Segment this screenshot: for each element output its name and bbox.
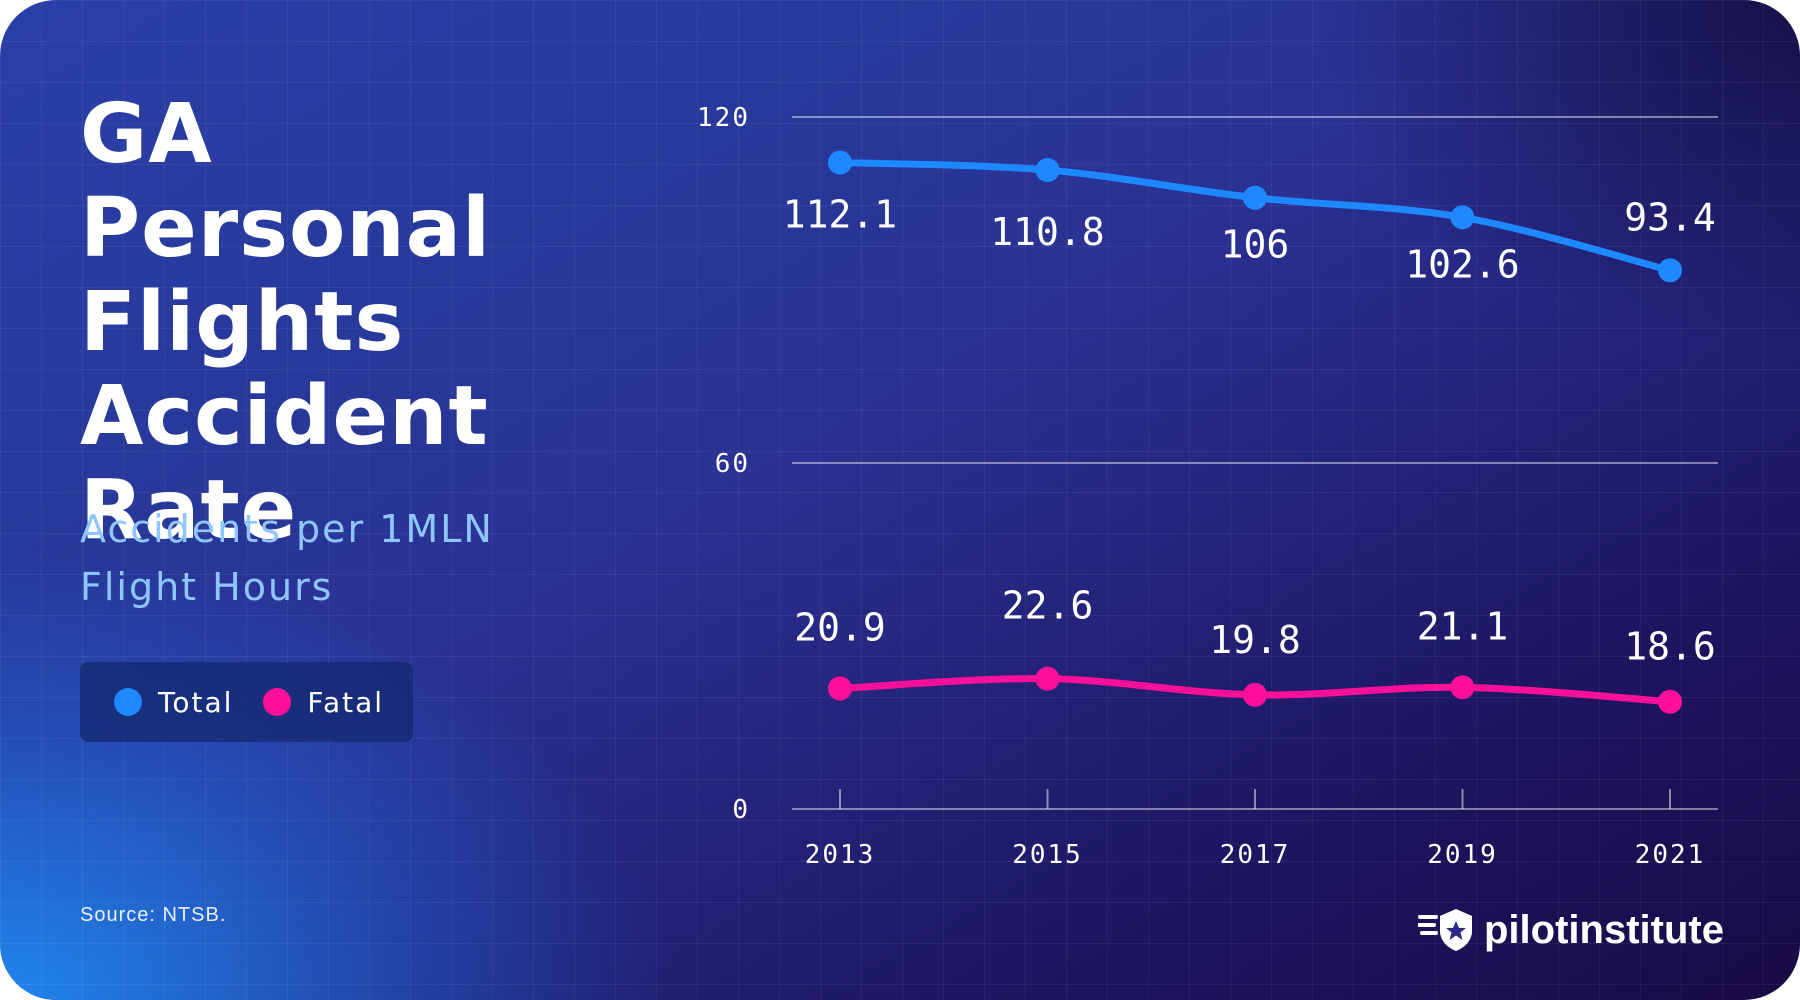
data-label-total: 106 <box>1221 223 1290 267</box>
y-tick-label: 120 <box>697 103 750 133</box>
title-line: GA Personal <box>80 87 492 276</box>
legend-swatch-fatal <box>263 688 292 716</box>
data-label-fatal: 21.1 <box>1417 604 1509 648</box>
x-tick-label: 2017 <box>1220 840 1291 870</box>
source-note: Source: NTSB. <box>80 904 227 926</box>
x-tick-label: 2021 <box>1635 840 1706 870</box>
data-point-fatal <box>828 676 852 701</box>
data-label-fatal: 20.9 <box>794 605 886 649</box>
y-tick-label: 60 <box>715 449 750 479</box>
data-point-total <box>1450 205 1475 230</box>
pilot-badge-icon <box>1418 909 1472 951</box>
data-label-fatal: 18.6 <box>1624 625 1716 669</box>
data-label-total: 102.6 <box>1405 242 1519 286</box>
data-label-total: 110.8 <box>990 210 1104 254</box>
y-tick-label: 0 <box>732 795 750 825</box>
subtitle-line: Flight Hours <box>80 565 334 609</box>
legend-swatch-total <box>114 688 142 716</box>
chart-legend: Total Fatal <box>80 662 413 742</box>
data-label-fatal: 19.8 <box>1209 618 1301 662</box>
chart-subtitle: Accidents per 1MLN Flight Hours <box>80 500 560 616</box>
data-label-total: 112.1 <box>783 193 897 237</box>
brand-name: pilotinstitute <box>1484 907 1724 952</box>
data-point-total <box>1658 258 1682 283</box>
data-point-total <box>1243 185 1267 210</box>
data-point-total <box>1035 158 1060 183</box>
title-line: Accident <box>80 369 489 464</box>
data-label-fatal: 22.6 <box>1002 584 1094 628</box>
legend-item-total: Total <box>114 686 233 719</box>
data-point-fatal <box>1035 666 1060 691</box>
x-tick-label: 2019 <box>1427 840 1498 870</box>
title-line: Flights <box>80 275 405 370</box>
page-title: GA Personal Flights Accident Rate <box>80 88 640 558</box>
x-tick-label: 2013 <box>805 840 876 870</box>
data-point-total <box>828 150 852 175</box>
legend-item-fatal: Fatal <box>263 686 384 719</box>
data-point-fatal <box>1658 689 1682 714</box>
title-line: Rate <box>80 463 298 558</box>
data-point-fatal <box>1243 682 1267 707</box>
x-tick-label: 2015 <box>1012 840 1083 870</box>
legend-label-fatal: Fatal <box>307 685 385 719</box>
legend-label-total: Total <box>158 685 234 719</box>
subtitle-line: Accidents per 1MLN <box>80 507 494 551</box>
data-point-fatal <box>1450 675 1475 700</box>
brand-logo: pilotinstitute <box>1418 900 1724 960</box>
data-label-total: 93.4 <box>1624 195 1716 239</box>
